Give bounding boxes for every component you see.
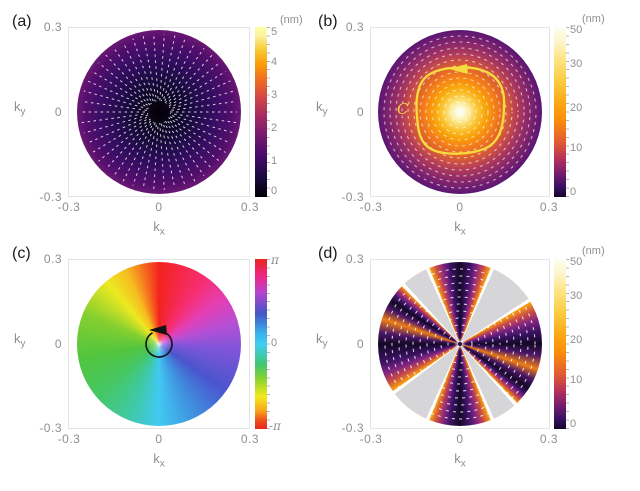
panel-b-heatmap-disk bbox=[378, 30, 542, 194]
panel-c-xlabel: kx bbox=[141, 451, 177, 470]
panel-a-xtick-right: 0.3 bbox=[240, 200, 260, 214]
panel-a-xtick-mid: 0 bbox=[155, 200, 163, 214]
panel-a-ytick-bottom: -0.3 bbox=[39, 190, 62, 204]
panel-b-xtick-mid: 0 bbox=[456, 200, 464, 214]
panel-d-colorbar-ticks bbox=[566, 259, 569, 429]
panel-b-contour-overlay: C bbox=[397, 64, 506, 155]
panel-c-cblabel-pi: π bbox=[271, 253, 279, 267]
panel-a-label: (a) bbox=[12, 13, 32, 30]
panel-d-ytick-bottom: -0.3 bbox=[341, 421, 364, 435]
panel-a-xlabel: kx bbox=[141, 219, 177, 238]
panel-b-cblabel-50: 50 bbox=[570, 24, 583, 36]
panel-a-xlabel-base: k bbox=[153, 219, 160, 234]
panel-c-ylabel-base: k bbox=[14, 331, 21, 346]
panel-d-cblabel-30: 30 bbox=[570, 290, 583, 302]
panel-b-ytick-bottom: -0.3 bbox=[341, 190, 364, 204]
panel-b-cblabel-0: 0 bbox=[570, 186, 577, 198]
panel-d-colorbar bbox=[554, 259, 566, 429]
panel-d-xtick-right: 0.3 bbox=[539, 432, 559, 446]
panel-c-ytick-mid: 0 bbox=[54, 337, 62, 351]
panel-a-cblabel-5: 5 bbox=[271, 26, 278, 38]
panel-b-label: (b) bbox=[318, 13, 338, 30]
panel-a-cblabel-3: 3 bbox=[271, 89, 278, 101]
panel-d-ylabel-base: k bbox=[316, 331, 323, 346]
panel-c-xtick-left: -0.3 bbox=[57, 432, 81, 446]
panel-a-cblabel-2: 2 bbox=[271, 122, 278, 134]
panel-a-ylabel-base: k bbox=[14, 99, 21, 114]
panel-d-xtick-mid: 0 bbox=[456, 432, 464, 446]
panel-a-colorbar-ticks bbox=[267, 27, 270, 197]
panel-b-xtick-right: 0.3 bbox=[539, 200, 559, 214]
panel-c-colorbar bbox=[255, 259, 267, 429]
panel-d-cblabel-0: 0 bbox=[570, 418, 577, 430]
panel-b-cblabel-30: 30 bbox=[570, 58, 583, 70]
panel-d-plot bbox=[370, 259, 550, 429]
panel-b-ytick-mid: 0 bbox=[356, 105, 364, 119]
panel-c-colorbar-ticks bbox=[267, 259, 270, 429]
winding-arrowhead bbox=[149, 325, 167, 335]
panel-b-ylabel-sub: y bbox=[322, 106, 328, 118]
panel-d-xtick-left: -0.3 bbox=[359, 432, 383, 446]
panel-a-cblabel-1: 1 bbox=[271, 155, 278, 167]
panel-b-xlabel-sub: x bbox=[460, 226, 466, 238]
contour-label: C bbox=[397, 100, 409, 118]
panel-c-plot bbox=[68, 259, 250, 429]
panel-a-xtick-left: -0.3 bbox=[57, 200, 81, 214]
panel-b-plot: C bbox=[370, 27, 550, 197]
panel-c-phase-wheel bbox=[77, 262, 241, 426]
panel-c-xtick-mid: 0 bbox=[155, 432, 163, 446]
panel-a-ylabel-sub: y bbox=[20, 106, 26, 118]
panel-d-xlabel-sub: x bbox=[460, 458, 466, 470]
panel-b-ylabel: ky bbox=[316, 99, 328, 118]
panel-c-cblabel-negpi: -π bbox=[269, 419, 281, 433]
panel-c-label: (c) bbox=[12, 245, 31, 262]
panel-c-xlabel-sub: x bbox=[159, 458, 165, 470]
panel-b-colorbar-unit: (nm) bbox=[582, 13, 605, 25]
panel-c-ylabel: ky bbox=[14, 331, 26, 350]
panel-d-cblabel-20: 20 bbox=[570, 334, 583, 346]
panel-c-xlabel-base: k bbox=[153, 451, 160, 466]
contour-arrowhead bbox=[449, 64, 468, 74]
panel-c-ylabel-sub: y bbox=[20, 338, 26, 350]
panel-a-plot bbox=[68, 27, 250, 197]
panel-b-colorbar bbox=[554, 27, 566, 197]
panel-c-ytick-top: 0.3 bbox=[43, 252, 62, 266]
panel-d-center-dot bbox=[458, 342, 462, 346]
panel-b-colorbar-ticks bbox=[566, 27, 569, 197]
panel-a-cblabel-4: 4 bbox=[271, 56, 278, 68]
panel-a-colorbar bbox=[255, 27, 267, 197]
panel-b-ytick-top: 0.3 bbox=[345, 20, 364, 34]
panel-b-xlabel: kx bbox=[442, 219, 478, 238]
panel-d-xlabel-base: k bbox=[454, 451, 461, 466]
panel-a-ylabel: ky bbox=[14, 99, 26, 118]
panel-c-ytick-bottom: -0.3 bbox=[39, 421, 62, 435]
panel-d-ytick-mid: 0 bbox=[356, 337, 364, 351]
panel-d-label: (d) bbox=[318, 245, 338, 262]
panel-d-colorbar-unit: (nm) bbox=[582, 245, 605, 257]
panel-d-ylabel: ky bbox=[316, 331, 328, 350]
panel-d-xlabel: kx bbox=[442, 451, 478, 470]
panel-d-ytick-top: 0.3 bbox=[345, 252, 364, 266]
panel-b-xlabel-base: k bbox=[454, 219, 461, 234]
panel-a-cblabel-0: 0 bbox=[271, 185, 278, 197]
panel-a-colorbar-unit: (nm) bbox=[280, 14, 303, 26]
panel-d-cblabel-10: 10 bbox=[570, 374, 583, 386]
contour-loop bbox=[415, 66, 506, 155]
panel-b-cblabel-10: 10 bbox=[570, 142, 583, 154]
panel-b-xtick-left: -0.3 bbox=[359, 200, 383, 214]
panel-c-xtick-right: 0.3 bbox=[240, 432, 260, 446]
panel-a-ytick-mid: 0 bbox=[54, 105, 62, 119]
panel-d-cblabel-50: 50 bbox=[570, 256, 583, 268]
panel-c-winding-overlay bbox=[145, 325, 173, 358]
panel-a-ytick-top: 0.3 bbox=[43, 20, 62, 34]
panel-d-ylabel-sub: y bbox=[322, 338, 328, 350]
panel-b-ylabel-base: k bbox=[316, 99, 323, 114]
panel-b-cblabel-20: 20 bbox=[570, 102, 583, 114]
panel-b-arrow-texture bbox=[383, 35, 537, 189]
panel-c-cblabel-zero: 0 bbox=[271, 337, 278, 349]
panel-a-arrow-texture bbox=[81, 34, 237, 190]
panel-a-xlabel-sub: x bbox=[159, 226, 165, 238]
